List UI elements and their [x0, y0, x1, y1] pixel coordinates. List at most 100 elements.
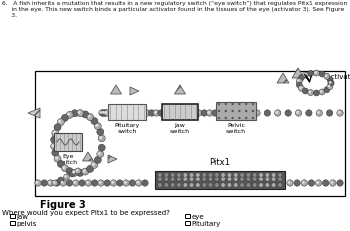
Circle shape	[91, 162, 98, 169]
Circle shape	[328, 81, 334, 87]
Circle shape	[202, 183, 206, 187]
Circle shape	[197, 111, 199, 114]
Circle shape	[145, 111, 147, 114]
Text: Jaw
switch: Jaw switch	[170, 122, 190, 134]
Circle shape	[52, 180, 58, 186]
Circle shape	[316, 110, 322, 117]
Circle shape	[245, 117, 247, 120]
Circle shape	[129, 180, 135, 186]
Text: Pelvic
switch: Pelvic switch	[226, 122, 246, 134]
Circle shape	[330, 180, 336, 186]
Circle shape	[259, 183, 263, 187]
Circle shape	[206, 110, 213, 117]
Circle shape	[265, 177, 270, 181]
Circle shape	[238, 117, 240, 120]
Circle shape	[254, 110, 260, 117]
Circle shape	[265, 183, 270, 187]
Circle shape	[136, 181, 139, 184]
Circle shape	[98, 180, 104, 186]
Circle shape	[278, 177, 282, 181]
Circle shape	[66, 180, 73, 186]
Circle shape	[51, 137, 58, 144]
Circle shape	[77, 170, 84, 177]
Circle shape	[117, 180, 123, 186]
Bar	[10, 214, 14, 218]
Circle shape	[296, 111, 299, 114]
Circle shape	[183, 173, 188, 177]
Circle shape	[225, 117, 227, 120]
Circle shape	[259, 177, 263, 181]
Circle shape	[253, 177, 257, 181]
Circle shape	[97, 129, 104, 136]
Circle shape	[225, 103, 227, 106]
Bar	[216, 103, 256, 121]
Circle shape	[92, 163, 95, 166]
Circle shape	[36, 181, 38, 184]
Circle shape	[320, 91, 323, 93]
Circle shape	[246, 173, 251, 177]
Circle shape	[315, 180, 322, 186]
Polygon shape	[175, 86, 186, 94]
Circle shape	[105, 111, 107, 114]
Circle shape	[246, 177, 251, 181]
Circle shape	[327, 110, 333, 117]
Circle shape	[63, 174, 70, 180]
Circle shape	[154, 111, 157, 114]
Circle shape	[54, 124, 61, 131]
Circle shape	[322, 180, 329, 186]
Circle shape	[148, 110, 155, 117]
Circle shape	[231, 117, 234, 120]
Circle shape	[99, 110, 105, 117]
Circle shape	[324, 87, 330, 93]
Circle shape	[218, 110, 220, 113]
Circle shape	[177, 177, 181, 181]
Circle shape	[218, 103, 220, 106]
Circle shape	[51, 144, 55, 148]
Circle shape	[135, 180, 142, 186]
Circle shape	[238, 103, 240, 106]
Circle shape	[221, 183, 225, 187]
Circle shape	[91, 180, 98, 186]
Circle shape	[189, 183, 194, 187]
Text: 3.: 3.	[2, 13, 17, 18]
Circle shape	[285, 110, 291, 117]
Circle shape	[72, 180, 79, 186]
Circle shape	[314, 91, 320, 97]
Circle shape	[233, 183, 238, 187]
Circle shape	[308, 91, 311, 94]
Text: Pituitary
switch: Pituitary switch	[114, 122, 140, 134]
Circle shape	[52, 130, 59, 137]
Circle shape	[314, 71, 320, 77]
Circle shape	[218, 117, 220, 120]
Circle shape	[275, 111, 278, 114]
Circle shape	[164, 173, 168, 177]
Circle shape	[76, 169, 78, 172]
Circle shape	[111, 181, 114, 184]
Circle shape	[164, 177, 168, 181]
Circle shape	[319, 72, 325, 78]
Circle shape	[124, 181, 127, 184]
Circle shape	[66, 168, 73, 175]
Circle shape	[324, 74, 330, 80]
Circle shape	[245, 103, 247, 106]
Circle shape	[208, 177, 213, 181]
Circle shape	[240, 173, 244, 177]
Circle shape	[208, 173, 213, 177]
Text: eye: eye	[191, 213, 204, 219]
Circle shape	[57, 119, 64, 126]
Circle shape	[302, 73, 308, 79]
Circle shape	[308, 180, 315, 186]
Circle shape	[62, 115, 69, 122]
Circle shape	[189, 177, 194, 181]
Circle shape	[328, 81, 334, 87]
Circle shape	[91, 118, 98, 125]
Circle shape	[99, 181, 101, 184]
Circle shape	[57, 161, 64, 168]
Circle shape	[64, 175, 67, 178]
Circle shape	[177, 173, 181, 177]
Circle shape	[317, 111, 320, 114]
Circle shape	[52, 150, 59, 157]
Circle shape	[328, 85, 330, 88]
Circle shape	[77, 110, 84, 117]
Circle shape	[144, 110, 150, 117]
